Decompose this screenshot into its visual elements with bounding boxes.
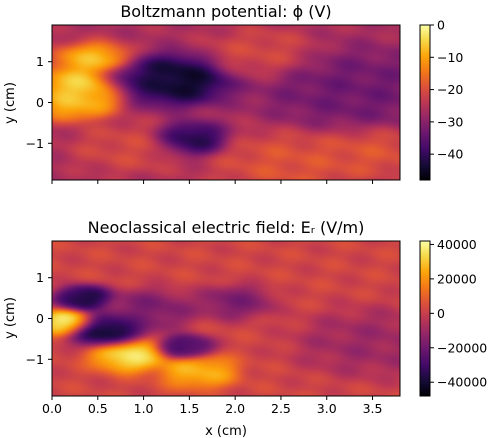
panel1-ylabel: y (cm): [3, 82, 18, 124]
x-tick-label: 1.5: [179, 401, 199, 416]
y-tick-label: 1: [36, 270, 44, 285]
colorbar-tick-label: −10: [437, 50, 463, 65]
panel2-xlabel: x (cm): [205, 424, 247, 438]
panel2-y-ticks: 1 0 −1: [26, 270, 52, 367]
x-tick-label: 3.0: [317, 401, 337, 416]
y-tick-label: −1: [26, 352, 44, 367]
panel2-title: Neoclassical electric field: Eᵣ (V/m): [88, 218, 365, 237]
panel2-colorbar-frame: [419, 240, 431, 397]
panel2-colorbar: [420, 241, 430, 396]
panel1-colorbar: [420, 25, 430, 180]
x-tick-label: 1.0: [134, 401, 154, 416]
colorbar-tick-label: 20000: [437, 271, 477, 286]
x-tick-label: 0.5: [88, 401, 108, 416]
y-tick-label: 0: [36, 95, 44, 110]
colorbar-tick-label: 0: [437, 306, 445, 321]
panel1-title: Boltzmann potential: ϕ (V): [120, 2, 331, 21]
y-tick-label: 0: [36, 311, 44, 326]
panel1-x-ticks: [51, 180, 374, 184]
panel1-y-ticks: 1 0 −1: [26, 54, 52, 151]
panel1-colorbar-frame: [419, 24, 431, 181]
y-tick-label: 1: [36, 54, 44, 69]
panel2-x-ticks: 0.0 0.5 1.0 1.5 2.0 2.5 3.0 3.5: [42, 396, 382, 416]
panel2-heatmap: [52, 241, 400, 396]
colorbar-tick-label: −40000: [437, 375, 487, 390]
panel1-colorbar-ticks: 0 −10 −20 −30 −40: [430, 18, 463, 162]
colorbar-tick-label: −20000: [437, 340, 487, 355]
colorbar-tick-label: 0: [437, 18, 445, 33]
x-tick-label: 2.0: [225, 401, 245, 416]
x-tick-label: 2.5: [271, 401, 291, 416]
colorbar-tick-label: −20: [437, 82, 463, 97]
panel1-heatmap: [52, 25, 400, 180]
colorbar-tick-label: 40000: [437, 237, 477, 252]
panel2-ylabel: y (cm): [3, 297, 18, 339]
colorbar-tick-label: −40: [437, 147, 463, 162]
panel2-colorbar-ticks: 40000 20000 0 −20000 −40000: [430, 237, 487, 390]
y-tick-label: −1: [26, 136, 44, 151]
x-tick-label: 0.0: [42, 401, 62, 416]
x-tick-label: 3.5: [363, 401, 383, 416]
colorbar-tick-label: −30: [437, 114, 463, 129]
